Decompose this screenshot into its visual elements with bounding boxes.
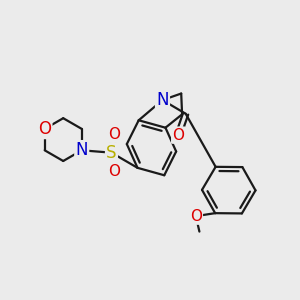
- Text: O: O: [190, 208, 202, 224]
- Text: S: S: [106, 144, 117, 162]
- Text: O: O: [172, 128, 184, 142]
- Text: O: O: [108, 127, 120, 142]
- Text: O: O: [108, 164, 120, 178]
- Text: N: N: [156, 91, 169, 109]
- Text: N: N: [76, 141, 88, 159]
- Text: O: O: [38, 120, 51, 138]
